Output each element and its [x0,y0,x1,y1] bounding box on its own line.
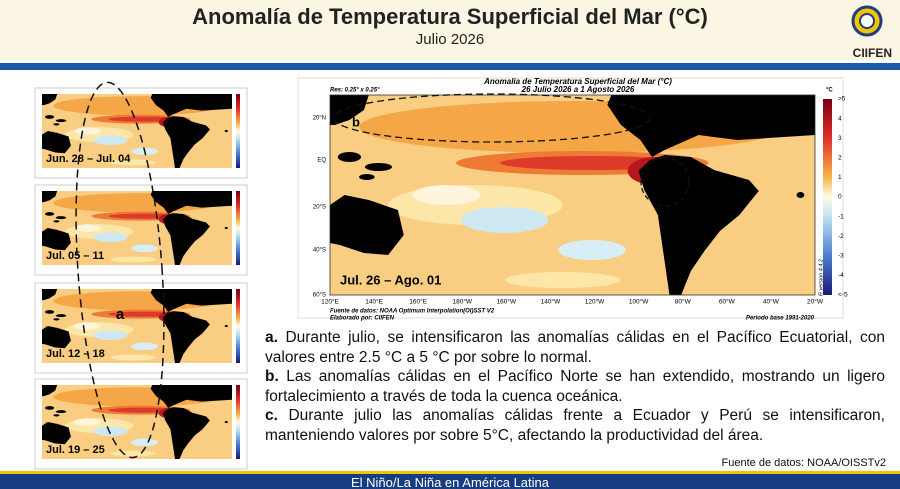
header: Anomalía de Temperatura Superficial del … [0,0,900,60]
colorbar [236,385,240,459]
stripe [0,63,900,70]
lat-label: 60°S [313,293,326,299]
colorbar-label: -4 [838,272,844,279]
paragraph: b. Las anomalías cálidas en el Pacífico … [265,367,885,406]
paragraph-text: Durante julio, se intensificaron las ano… [265,329,886,366]
map-label: Jul. 26 – Ago. 01 [340,272,441,287]
colorbar-unit: °C [826,88,833,94]
colorbar [236,191,240,265]
lon-label: 140°W [541,298,561,306]
lon-label: 140°E [365,298,383,306]
maps: Jun. 28 – Jul. 04 Jul. 05 – 11 Jul. 12 – 1… [34,77,848,470]
marker: b. [265,368,279,385]
lon-label: 160°W [497,298,517,306]
colorbar [236,289,240,363]
lat-label: EQ [317,158,326,164]
colorbar-label: 3 [838,135,842,142]
title: Anomalía de Temperatura Superficial del … [192,4,708,29]
dashed-circle [640,157,690,207]
map-label: Jul. 19 – 25 [46,444,105,456]
map-source: Fuente de datos: NOAA Optimum Interpolat… [330,309,495,315]
dashed-ellipse [333,93,651,143]
annotation: b [352,114,360,129]
lat-label: 20°N [313,116,326,122]
map-label: Jul. 12 – 18 [46,348,105,360]
logo-icon [851,5,883,37]
base-period: Periodo base 1991-2020 [746,316,815,322]
map-label: Jun. 28 – Jul. 04 [46,153,131,165]
colorbar-label: -3 [838,253,844,260]
lon-label: 180°W [452,298,472,306]
colorbar-label: >5 [838,96,846,103]
marker: a. [265,329,278,346]
colorbar-label: -2 [838,233,844,240]
colorbar-label: 1 [838,174,842,181]
paragraph: a. Durante julio, se intensificaron las … [265,328,885,367]
map-field [330,95,815,295]
lon-label: 60°W [719,298,736,306]
map-author: Elaborado por: CIIFEN [330,316,395,322]
lon-label: 120°W [585,298,605,306]
paragraphs: a. Durante julio, se intensificaron las … [265,328,885,445]
map-border [329,94,816,296]
main-map: Anomalía de Temperatura Superficial del … [297,77,848,322]
lon-label: 20°W [807,298,824,306]
weekly-maps: Jun. 28 – Jul. 04 Jul. 05 – 11 Jul. 12 – 1… [34,87,248,470]
paragraph-text: Durante julio las anomalías cálidas fren… [265,407,885,444]
lon-label: 100°W [629,298,649,306]
colorbar-label: 2 [838,155,842,162]
version: R version 4.4.2 [818,259,824,296]
colorbar-label: <-5 [838,292,848,299]
subtitle: Julio 2026 [415,31,485,48]
map-period: 26 Julio 2026 a 1 Agosto 2026 [521,85,635,94]
marker: c. [265,407,278,424]
resolution: Res: 0.25° x 0.25° [330,88,380,94]
dashed-ellipse [75,81,165,459]
colorbar-label: 4 [838,115,842,122]
lon-label: 40°W [763,298,780,306]
source: Fuente de datos: NOAA/OISSTv2 [721,457,886,469]
colorbar-label: -1 [838,213,844,220]
logo: CIIFEN [852,46,892,60]
lat-label: 20°S [313,205,326,211]
annotation: c [645,181,652,196]
lat-label: 40°S [313,248,326,254]
lon-label: 120°E [321,298,339,306]
colorbar [823,99,832,295]
map-label: Jul. 05 – 11 [46,250,104,262]
paragraph-text: Las anomalías cálidas en el Pacífico Nor… [265,368,885,405]
map-title: Anomalía de Temperatura Superficial del … [483,77,672,86]
annotation: a [116,306,125,323]
footer: El Niño/La Niña en América Latina [0,471,900,489]
lon-label: 80°W [675,298,692,306]
lon-label: 160°E [409,298,427,306]
colorbar [236,94,240,168]
colorbar-label: 0 [838,194,842,201]
paragraph: c. Durante julio las anomalías cálidas f… [265,406,885,445]
